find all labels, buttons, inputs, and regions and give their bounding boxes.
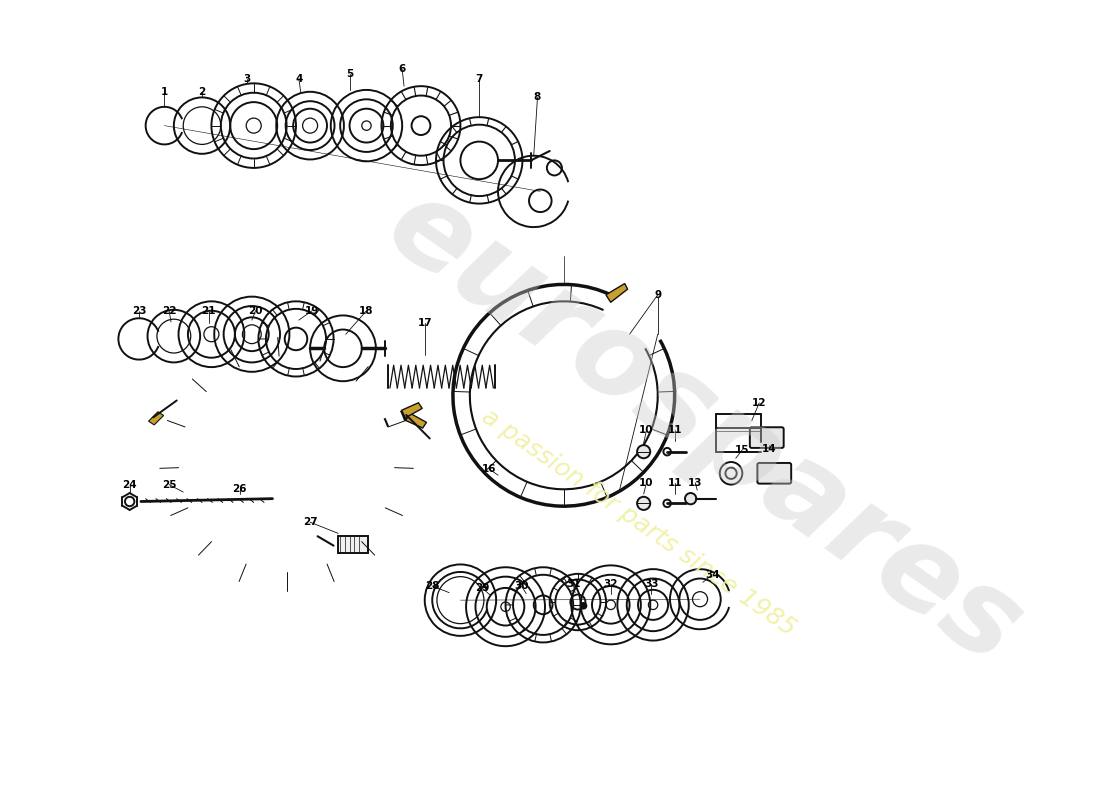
FancyBboxPatch shape [339, 536, 369, 553]
Text: 23: 23 [132, 306, 146, 316]
Text: 32: 32 [604, 579, 618, 589]
Text: 22: 22 [162, 306, 176, 316]
Text: 27: 27 [302, 517, 318, 527]
Polygon shape [606, 283, 628, 302]
Text: 3: 3 [243, 74, 251, 84]
Text: 33: 33 [644, 579, 659, 589]
Text: 9: 9 [654, 290, 661, 300]
Polygon shape [148, 412, 164, 425]
Text: 1: 1 [161, 86, 168, 97]
Text: eurospares: eurospares [366, 167, 1044, 690]
Text: 34: 34 [705, 570, 719, 580]
Text: 26: 26 [232, 484, 246, 494]
Text: 30: 30 [515, 581, 529, 591]
Text: 5: 5 [345, 69, 353, 79]
Text: 8: 8 [534, 93, 541, 102]
Text: 28: 28 [425, 581, 440, 591]
Text: 4: 4 [295, 74, 302, 84]
FancyBboxPatch shape [750, 427, 783, 448]
Polygon shape [402, 402, 422, 418]
Text: 24: 24 [122, 479, 138, 490]
Text: a passion for parts since 1985: a passion for parts since 1985 [477, 404, 801, 640]
Text: 11: 11 [668, 478, 682, 488]
Text: 2: 2 [198, 86, 206, 97]
Text: 31: 31 [565, 579, 581, 589]
Text: 19: 19 [305, 306, 319, 316]
Text: 10: 10 [639, 425, 653, 435]
Text: 12: 12 [752, 398, 767, 408]
Circle shape [581, 603, 586, 609]
Text: 29: 29 [475, 583, 490, 593]
Circle shape [637, 497, 650, 510]
Circle shape [637, 445, 650, 458]
Text: 7: 7 [475, 74, 483, 84]
Text: 20: 20 [249, 306, 263, 316]
Text: 25: 25 [162, 479, 176, 490]
Text: 13: 13 [689, 478, 703, 488]
Text: 11: 11 [668, 425, 682, 435]
Text: 15: 15 [735, 445, 749, 455]
Text: 6: 6 [398, 64, 406, 74]
Polygon shape [406, 413, 427, 428]
Text: 14: 14 [761, 444, 776, 454]
Circle shape [685, 493, 696, 504]
FancyBboxPatch shape [758, 463, 791, 484]
Text: 18: 18 [360, 306, 374, 316]
Text: 17: 17 [417, 318, 432, 328]
Text: 21: 21 [201, 306, 216, 316]
Text: 16: 16 [482, 463, 496, 474]
Text: 10: 10 [639, 478, 653, 488]
